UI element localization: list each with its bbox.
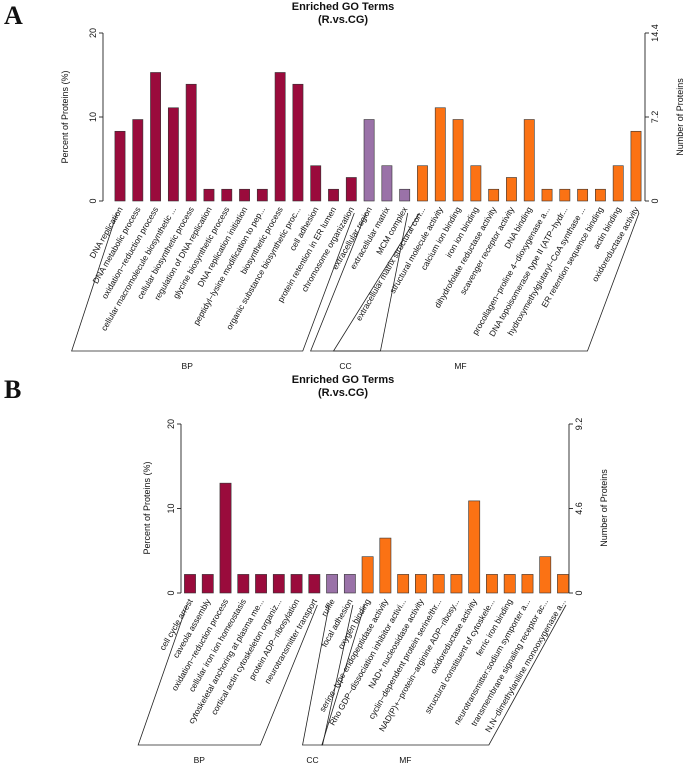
panel-a: A Enriched GO Terms (R.vs.CG) Percent of… [4,1,685,371]
panel-b-bar [539,556,552,594]
panel-a-bar [399,188,411,202]
panel-a-bar [132,119,144,202]
panel-a-title: Enriched GO Terms [292,1,395,13]
panel-b-group-label-bp: BP [194,755,206,765]
panel-a-bar [577,188,589,202]
panel-b-bar [290,574,303,594]
panel-a-ytick-label: 20 [88,28,98,38]
panel-b-bar [450,574,463,594]
panel-a-bracket-mf [332,212,640,352]
panel-a-ytick-label: 0 [88,198,98,203]
panel-a-bar [434,107,446,202]
panel-b-subtitle: (R.vs.CG) [318,387,368,399]
panel-b-bar [201,574,214,594]
panel-a-bar [185,83,197,202]
panel-a-bar [274,72,286,202]
panel-a-subtitle: (R.vs.CG) [318,14,368,26]
panel-b-ytick-label: 20 [166,419,176,429]
panel-a-group-label-cc: CC [339,361,351,371]
panel-b-y2label: Number of Proteins [599,469,609,547]
panel-a-bar [595,188,606,202]
panel-a-ylabel: Percent of Proteins (%) [60,70,70,163]
panel-b-bar [557,574,569,594]
panel-a-y2tick-label: 0 [650,198,660,203]
panel-b-bar [237,574,250,594]
panel-a-bar [612,165,624,202]
panel-b-left-ticks: 0 10 20 [166,419,181,596]
panel-b-y2tick-label: 9.2 [574,418,584,431]
panel-b-label: B [4,375,21,404]
panel-a-bar [328,188,339,202]
panel-b-bar [397,574,410,594]
panel-b-bar [326,574,338,594]
panel-b-category-label: ruffle [319,597,337,618]
panel-b-group-label-cc: CC [306,755,318,765]
panel-b-group-brackets: BP CC MF [137,604,567,765]
panel-b-bar [415,574,427,594]
panel-a-bars [114,72,642,202]
panel-b-ytick-label: 10 [166,503,176,513]
panel-a-y2label: Number of Proteins [675,78,685,156]
panel-a-bar [363,119,375,202]
panel-a-group-label-bp: BP [182,361,194,371]
panel-a-bar [630,130,642,202]
panel-b-ytick-label: 0 [166,590,176,595]
panel-a-bar [470,165,482,202]
panel-b-bars [184,482,569,594]
panel-b-bar [308,574,321,594]
panel-a-bar [114,130,126,202]
panel-a-bar [345,177,357,202]
panel-a-bar [417,165,428,202]
panel-b-bar [219,482,232,594]
panel-b-bracket-mf [321,604,567,746]
panel-a-bar [221,188,233,202]
panel-a-ytick-label: 10 [88,112,98,122]
panel-b-bar [486,574,498,594]
panel-a-bar [150,72,161,202]
panel-a-bar [310,165,322,202]
panel-b-bracket-cc [302,604,354,746]
panel-b-bar [272,574,285,594]
panel-a-bar [523,119,535,202]
panel-a-left-ticks: 0 10 20 [88,28,103,204]
panel-b-group-label-mf: MF [399,755,411,765]
panel-b-bar [361,556,374,594]
panel-a-bar [292,83,304,202]
panel-b-bar [468,500,481,594]
panel-a-bar [541,188,553,202]
panel-a-bar [239,188,250,202]
panel-a-bar [381,165,393,202]
panel-b-bar [379,537,392,594]
panel-a-bar [488,188,500,202]
panel-a-bar [203,188,215,202]
panel-b-title: Enriched GO Terms [292,374,395,386]
panel-a-bar [506,177,517,202]
panel-b-bar [255,574,267,594]
panel-a-bar [559,188,571,202]
panel-a-bracket-bp [71,212,355,352]
panel-b-bar [432,574,445,594]
panel-b-right-ticks: 0 4.6 9.2 [569,418,584,596]
panel-a-group-brackets: BP CC MF [71,212,640,371]
panel-b-bar [521,574,534,594]
panel-b-y2tick-label: 0 [574,590,584,595]
panel-a-group-label-mf: MF [454,361,466,371]
panel-a-y2tick-label: 14.4 [650,24,660,42]
panel-a-bar [256,188,268,202]
panel-a-label: A [4,1,23,30]
panel-a-bar [167,107,179,202]
panel-b-y2tick-label: 4.6 [574,502,584,515]
panel-a-bar [452,119,464,202]
panel-b: B Enriched GO Terms (R.vs.CG) Percent of… [4,374,609,765]
panel-b-bar [503,574,516,594]
panel-b-ylabel: Percent of Proteins (%) [142,461,152,554]
panel-b-bar [343,574,356,594]
panel-a-right-ticks: 0 7.2 14.4 [645,24,660,204]
panel-b-bracket-bp [137,604,318,746]
panel-b-bar [184,574,196,594]
panel-a-y2tick-label: 7.2 [650,111,660,124]
